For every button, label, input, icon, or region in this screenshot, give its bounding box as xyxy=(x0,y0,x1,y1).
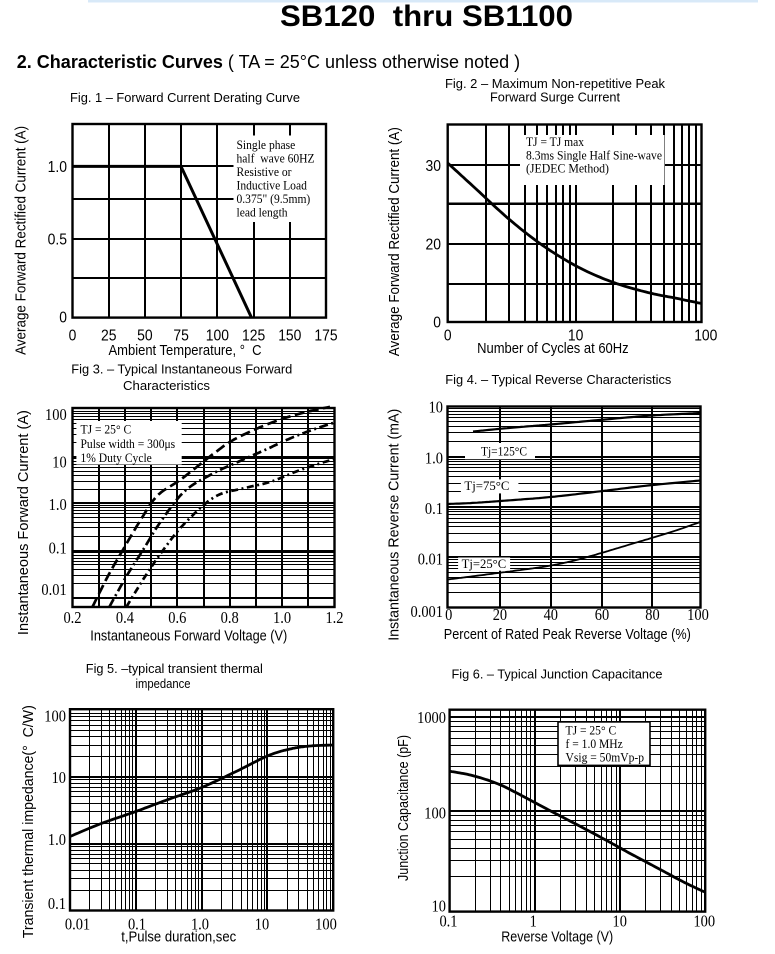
svg-text:10: 10 xyxy=(52,768,66,787)
svg-text:0.1: 0.1 xyxy=(439,911,457,930)
svg-text:Fig 3. – Typical Instantaneous: Fig 3. – Typical Instantaneous Forward xyxy=(71,362,292,377)
svg-text:8.3ms Single Half Sine-wave: 8.3ms Single Half Sine-wave xyxy=(526,147,662,162)
svg-text:20: 20 xyxy=(493,605,507,624)
svg-text:100: 100 xyxy=(693,911,715,930)
svg-text:Tj=125°C: Tj=125°C xyxy=(481,445,527,459)
svg-text:0.4: 0.4 xyxy=(116,608,135,627)
svg-text:Forward Surge Current: Forward Surge Current xyxy=(490,90,620,105)
svg-text:Number of Cycles at 60Hz: Number of Cycles at 60Hz xyxy=(477,340,629,357)
svg-text:Fig 4. – Typical Reverse Chara: Fig 4. – Typical Reverse Characteristics xyxy=(445,372,671,387)
svg-text:lead length: lead length xyxy=(237,205,289,220)
svg-text:100: 100 xyxy=(687,605,709,624)
svg-text:1.0: 1.0 xyxy=(48,159,67,176)
svg-text:Instantaneous Forward Current: Instantaneous Forward Current (A) xyxy=(16,410,32,635)
svg-text:10: 10 xyxy=(429,398,443,417)
svg-text:1.0: 1.0 xyxy=(425,448,443,467)
svg-text:100: 100 xyxy=(424,804,446,823)
svg-text:Fig 5. –typical transient ther: Fig 5. –typical transient thermal xyxy=(86,661,263,676)
svg-text:10: 10 xyxy=(613,911,627,930)
svg-text:50: 50 xyxy=(137,328,153,345)
svg-text:Single phase: Single phase xyxy=(237,137,296,152)
svg-text:Average Forward Rectified Curr: Average Forward Rectified Current (A) xyxy=(387,127,403,356)
svg-text:10: 10 xyxy=(52,453,66,472)
svg-text:0.1: 0.1 xyxy=(48,894,66,913)
svg-text:Ambient Temperature, ° C: Ambient Temperature, ° C xyxy=(109,342,262,359)
svg-text:1.0: 1.0 xyxy=(191,915,209,934)
svg-text:Pulse width = 300μs: Pulse width = 300μs xyxy=(81,436,176,451)
svg-text:Fig. 1 – Forward Current Derat: Fig. 1 – Forward Current Derating Curve xyxy=(70,90,300,105)
svg-text:Vsig = 50mVp-p: Vsig = 50mVp-p xyxy=(566,750,645,765)
svg-text:0.1: 0.1 xyxy=(425,499,443,518)
svg-text:Instantaneous Reverse Current: Instantaneous Reverse Current (mA) xyxy=(387,409,403,641)
svg-text:75: 75 xyxy=(173,328,189,345)
svg-text:125: 125 xyxy=(242,328,265,345)
svg-text:Fig. 2 – Maximum Non-repetitiv: Fig. 2 – Maximum Non-repetitive Peak xyxy=(445,76,665,91)
svg-text:1000: 1000 xyxy=(417,708,446,727)
svg-text:10: 10 xyxy=(255,915,269,934)
svg-text:0.01: 0.01 xyxy=(418,550,443,569)
svg-text:0: 0 xyxy=(444,328,452,345)
svg-text:half wave 60HZ: half wave 60HZ xyxy=(237,151,315,166)
svg-text:0.2: 0.2 xyxy=(63,608,81,627)
svg-text:Fig 6. – Typical Junction Capa: Fig 6. – Typical Junction Capacitance xyxy=(452,667,663,682)
svg-text:0.01: 0.01 xyxy=(41,580,66,599)
svg-text:Inductive Load: Inductive Load xyxy=(237,178,308,193)
svg-text:0.6: 0.6 xyxy=(168,608,186,627)
svg-text:Reverse Voltage (V): Reverse Voltage (V) xyxy=(501,929,613,946)
svg-text:1% Duty Cycle: 1% Duty Cycle xyxy=(81,450,153,465)
svg-text:100: 100 xyxy=(315,915,337,934)
svg-text:25: 25 xyxy=(101,328,117,345)
svg-text:impedance: impedance xyxy=(136,676,191,691)
svg-text:Characteristics: Characteristics xyxy=(123,378,211,393)
svg-text:0.8: 0.8 xyxy=(221,608,239,627)
svg-text:Percent of Rated Peak Reverse: Percent of Rated Peak Reverse Voltage (%… xyxy=(444,626,691,643)
svg-text:f = 1.0 MHz: f = 1.0 MHz xyxy=(566,736,623,751)
svg-text:TJ = TJ max: TJ = TJ max xyxy=(526,134,584,149)
svg-text:2. Characteristic Curves ( TA: 2. Characteristic Curves ( TA = 25°C unl… xyxy=(17,52,520,72)
svg-text:0: 0 xyxy=(445,605,452,624)
svg-text:40: 40 xyxy=(544,605,558,624)
svg-text:150: 150 xyxy=(278,328,301,345)
svg-text:1.0: 1.0 xyxy=(48,830,66,849)
svg-text:0: 0 xyxy=(433,315,441,332)
svg-text:0.1: 0.1 xyxy=(128,915,146,934)
svg-text:Junction Capacitance (pF): Junction Capacitance (pF) xyxy=(396,735,412,881)
svg-text:60: 60 xyxy=(595,605,609,624)
svg-text:0: 0 xyxy=(59,310,67,327)
svg-text:Instantaneous Forward Voltage: Instantaneous Forward Voltage (V) xyxy=(90,628,287,645)
svg-text:TJ = 25° C: TJ = 25° C xyxy=(566,723,617,738)
svg-text:Transient thermal impedance(°: Transient thermal impedance(° C/W) xyxy=(21,705,37,938)
svg-text:20: 20 xyxy=(426,237,442,254)
svg-text:Tj=25°C: Tj=25°C xyxy=(462,557,507,571)
svg-text:100: 100 xyxy=(694,328,717,345)
svg-text:0.1: 0.1 xyxy=(49,539,67,558)
svg-text:100: 100 xyxy=(206,328,229,345)
svg-text:0.001: 0.001 xyxy=(411,602,444,621)
svg-text:30: 30 xyxy=(426,158,442,175)
svg-text:1.2: 1.2 xyxy=(325,608,343,627)
svg-text:Tj=75°C: Tj=75°C xyxy=(464,479,509,493)
svg-text:10: 10 xyxy=(432,896,446,915)
svg-text:1.0: 1.0 xyxy=(49,495,67,514)
svg-text:100: 100 xyxy=(45,405,67,424)
svg-text:1: 1 xyxy=(530,911,537,930)
svg-text:1.0: 1.0 xyxy=(273,608,291,627)
svg-text:t,Pulse duration,sec: t,Pulse duration,sec xyxy=(121,929,236,946)
svg-text:(JEDEC Method): (JEDEC Method) xyxy=(526,161,609,176)
svg-text:10: 10 xyxy=(568,328,584,345)
svg-text:Resistive or: Resistive or xyxy=(237,164,293,179)
svg-text:0.375" (9.5mm): 0.375" (9.5mm) xyxy=(237,191,311,206)
svg-text:0: 0 xyxy=(69,328,77,345)
svg-text:SB120 thru SB1100: SB120 thru SB1100 xyxy=(280,0,573,33)
svg-text:0.01: 0.01 xyxy=(65,915,90,934)
svg-text:TJ = 25° C: TJ = 25° C xyxy=(81,422,132,437)
svg-text:0.5: 0.5 xyxy=(48,231,67,248)
svg-text:100: 100 xyxy=(44,707,66,726)
svg-text:175: 175 xyxy=(314,328,337,345)
svg-text:80: 80 xyxy=(645,605,659,624)
svg-text:Average Forward Rectified Curr: Average Forward Rectified Current (A) xyxy=(14,126,30,355)
